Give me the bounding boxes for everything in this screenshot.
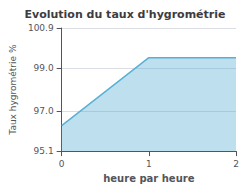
svg-text:100.9: 100.9: [28, 23, 54, 33]
svg-text:97.0: 97.0: [34, 106, 54, 116]
svg-text:heure par heure: heure par heure: [103, 173, 194, 184]
svg-text:95.1: 95.1: [34, 146, 54, 156]
svg-text:1: 1: [146, 159, 152, 169]
svg-text:Taux hygrométrie %: Taux hygrométrie %: [8, 44, 18, 136]
svg-text:Evolution du taux d'hygrométri: Evolution du taux d'hygrométrie: [25, 8, 226, 21]
svg-text:99.0: 99.0: [34, 63, 54, 73]
svg-text:2: 2: [233, 159, 239, 169]
svg-text:0: 0: [59, 159, 65, 169]
